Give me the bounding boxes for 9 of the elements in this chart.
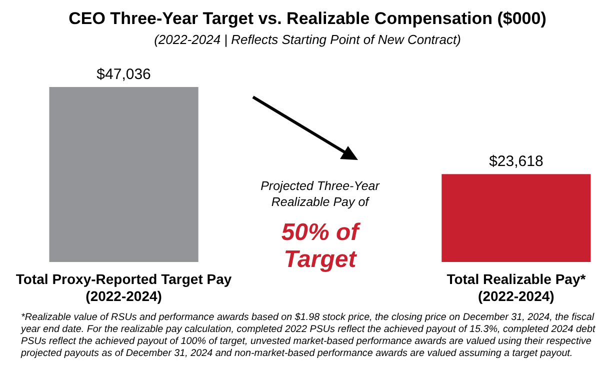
x-tick-label: Total Realizable Pay* (2022-2024) [446,271,586,304]
data-label: $23,618 [489,153,544,170]
data-label: $47,036 [96,66,151,83]
annotation: 50% of Target [281,219,361,273]
x-tick-label: Total Proxy-Reported Target Pay (2022-2024) [16,271,232,304]
chart-subtitle: (2022-2024 | Reflects Starting Point of New Contract) [154,32,461,47]
chart-title: CEO Three-Year Target vs. Realizable Compensation ($000) [68,9,546,28]
text: *Realizable value of RSUs and performance awards based on $1.98 stock price, the closing price on December 31, 2024, the fiscal year end date. For the realizable pay calculation, completed 2022 PSUs reflect the achieved payout of 15.3%, completed 2024 debt PSUs reflect the achieved payout of 100% of target, unvested market-based performance awards are valued using their respective projected payouts as of December 31, 2024 and non-market-based performance awards are valued assuming a target payout. [20,312,596,359]
annotation: Projected Three-Year Realizable Pay of [260,179,380,209]
